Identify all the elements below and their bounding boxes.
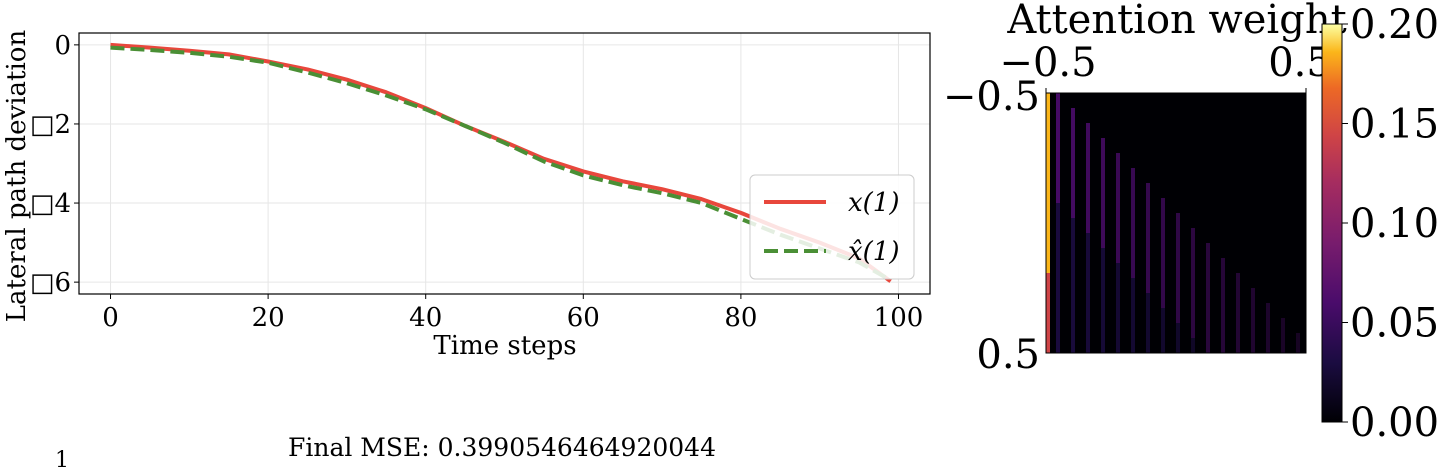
legend-label-x1: x(1) bbox=[848, 188, 900, 218]
legend-label-xhat1: x̂(1) bbox=[848, 237, 900, 267]
heatmap-cell bbox=[1046, 273, 1050, 353]
heatmap-cell bbox=[1251, 288, 1255, 353]
heatmap-frame bbox=[1045, 92, 1307, 354]
heatmap-cell bbox=[1176, 213, 1180, 323]
heatmap-title: Attention weight bbox=[1006, 0, 1346, 43]
y-tick-label: 0 bbox=[54, 31, 71, 61]
heatmap-chart: Attention weight −0.5 0.5 −0.5 0.5 bbox=[943, 0, 1347, 378]
heatmap-cell bbox=[1086, 233, 1090, 353]
heatmap-cell bbox=[1161, 308, 1165, 353]
colorbar-ticks: 0.00 0.05 0.10 0.15 0.20 bbox=[1342, 2, 1439, 446]
heatmap-cell bbox=[1056, 93, 1060, 203]
heatmap-cell bbox=[1131, 278, 1135, 353]
heatmap-cell bbox=[1086, 123, 1090, 233]
colorbar: 0.00 0.05 0.10 0.15 0.20 bbox=[1321, 2, 1439, 446]
x-tick-label: 40 bbox=[409, 303, 442, 333]
heatmap-cell bbox=[1191, 228, 1195, 338]
x-tick-label: 60 bbox=[567, 303, 600, 333]
final-mse-text: Final MSE: 0.3990546464920044 bbox=[288, 433, 716, 462]
colorbar-tick-label: 0.05 bbox=[1350, 301, 1439, 347]
heatmap-xtick-label: 0.5 bbox=[1268, 40, 1332, 86]
heatmap-cell bbox=[1101, 248, 1105, 353]
y-axis-label: Lateral path deviation bbox=[2, 30, 32, 323]
colorbar-tick-label: 0.00 bbox=[1350, 400, 1439, 446]
heatmap-cell bbox=[1236, 273, 1240, 353]
heatmap-ytick-label: 0.5 bbox=[976, 332, 1040, 378]
x-axis-label: Time steps bbox=[433, 331, 576, 361]
heatmap-cell bbox=[1221, 258, 1225, 353]
heatmap-cell bbox=[1116, 153, 1120, 263]
heatmap-cells bbox=[1046, 93, 1306, 353]
heatmap-xtick-label: −0.5 bbox=[999, 40, 1096, 86]
heatmap-cell bbox=[1071, 218, 1075, 353]
heatmap-cell bbox=[1146, 183, 1150, 293]
legend: x(1) x̂(1) bbox=[749, 174, 915, 280]
heatmap-ytick-label: −0.5 bbox=[943, 74, 1040, 120]
colorbar-tick-label: 0.20 bbox=[1350, 2, 1439, 48]
x-axis-ticks: 0 20 40 60 80 100 bbox=[102, 294, 923, 333]
plot-frame bbox=[78, 32, 931, 295]
heatmap-cell bbox=[1161, 198, 1165, 308]
y-tick-label: □4 bbox=[30, 189, 71, 219]
heatmap-cell bbox=[1176, 323, 1180, 353]
heatmap-cell bbox=[1191, 338, 1195, 353]
heatmap-cell bbox=[1296, 333, 1300, 353]
x-tick-label: 100 bbox=[874, 303, 924, 333]
y-tick-label: □6 bbox=[30, 268, 71, 298]
heatmap-cell bbox=[1281, 318, 1285, 353]
y-tick-label: □2 bbox=[30, 110, 71, 140]
line-chart: 0 20 40 60 80 100 0 □2 □4 □6 Time steps Lateral … bbox=[2, 30, 931, 361]
heatmap-cell bbox=[1146, 293, 1150, 353]
heatmap-cell bbox=[1206, 243, 1210, 353]
heatmap-cell bbox=[1116, 263, 1120, 353]
colorbar-tick-label: 0.10 bbox=[1350, 201, 1439, 247]
x-tick-label: 0 bbox=[102, 303, 119, 333]
heatmap-cell bbox=[1071, 108, 1075, 218]
heatmap-cell bbox=[1266, 303, 1270, 353]
heatmap-cell bbox=[1101, 138, 1105, 248]
x-tick-label: 80 bbox=[724, 303, 757, 333]
heatmap-cell bbox=[1131, 168, 1135, 278]
stray-glyph: 1 bbox=[55, 448, 69, 473]
colorbar-tick-label: 0.15 bbox=[1350, 102, 1439, 148]
heatmap-cell bbox=[1046, 93, 1050, 353]
colorbar-gradient bbox=[1321, 23, 1343, 423]
heatmap-cell bbox=[1056, 203, 1060, 353]
x-tick-label: 20 bbox=[252, 303, 285, 333]
y-axis-ticks: 0 □2 □4 □6 bbox=[30, 31, 79, 298]
